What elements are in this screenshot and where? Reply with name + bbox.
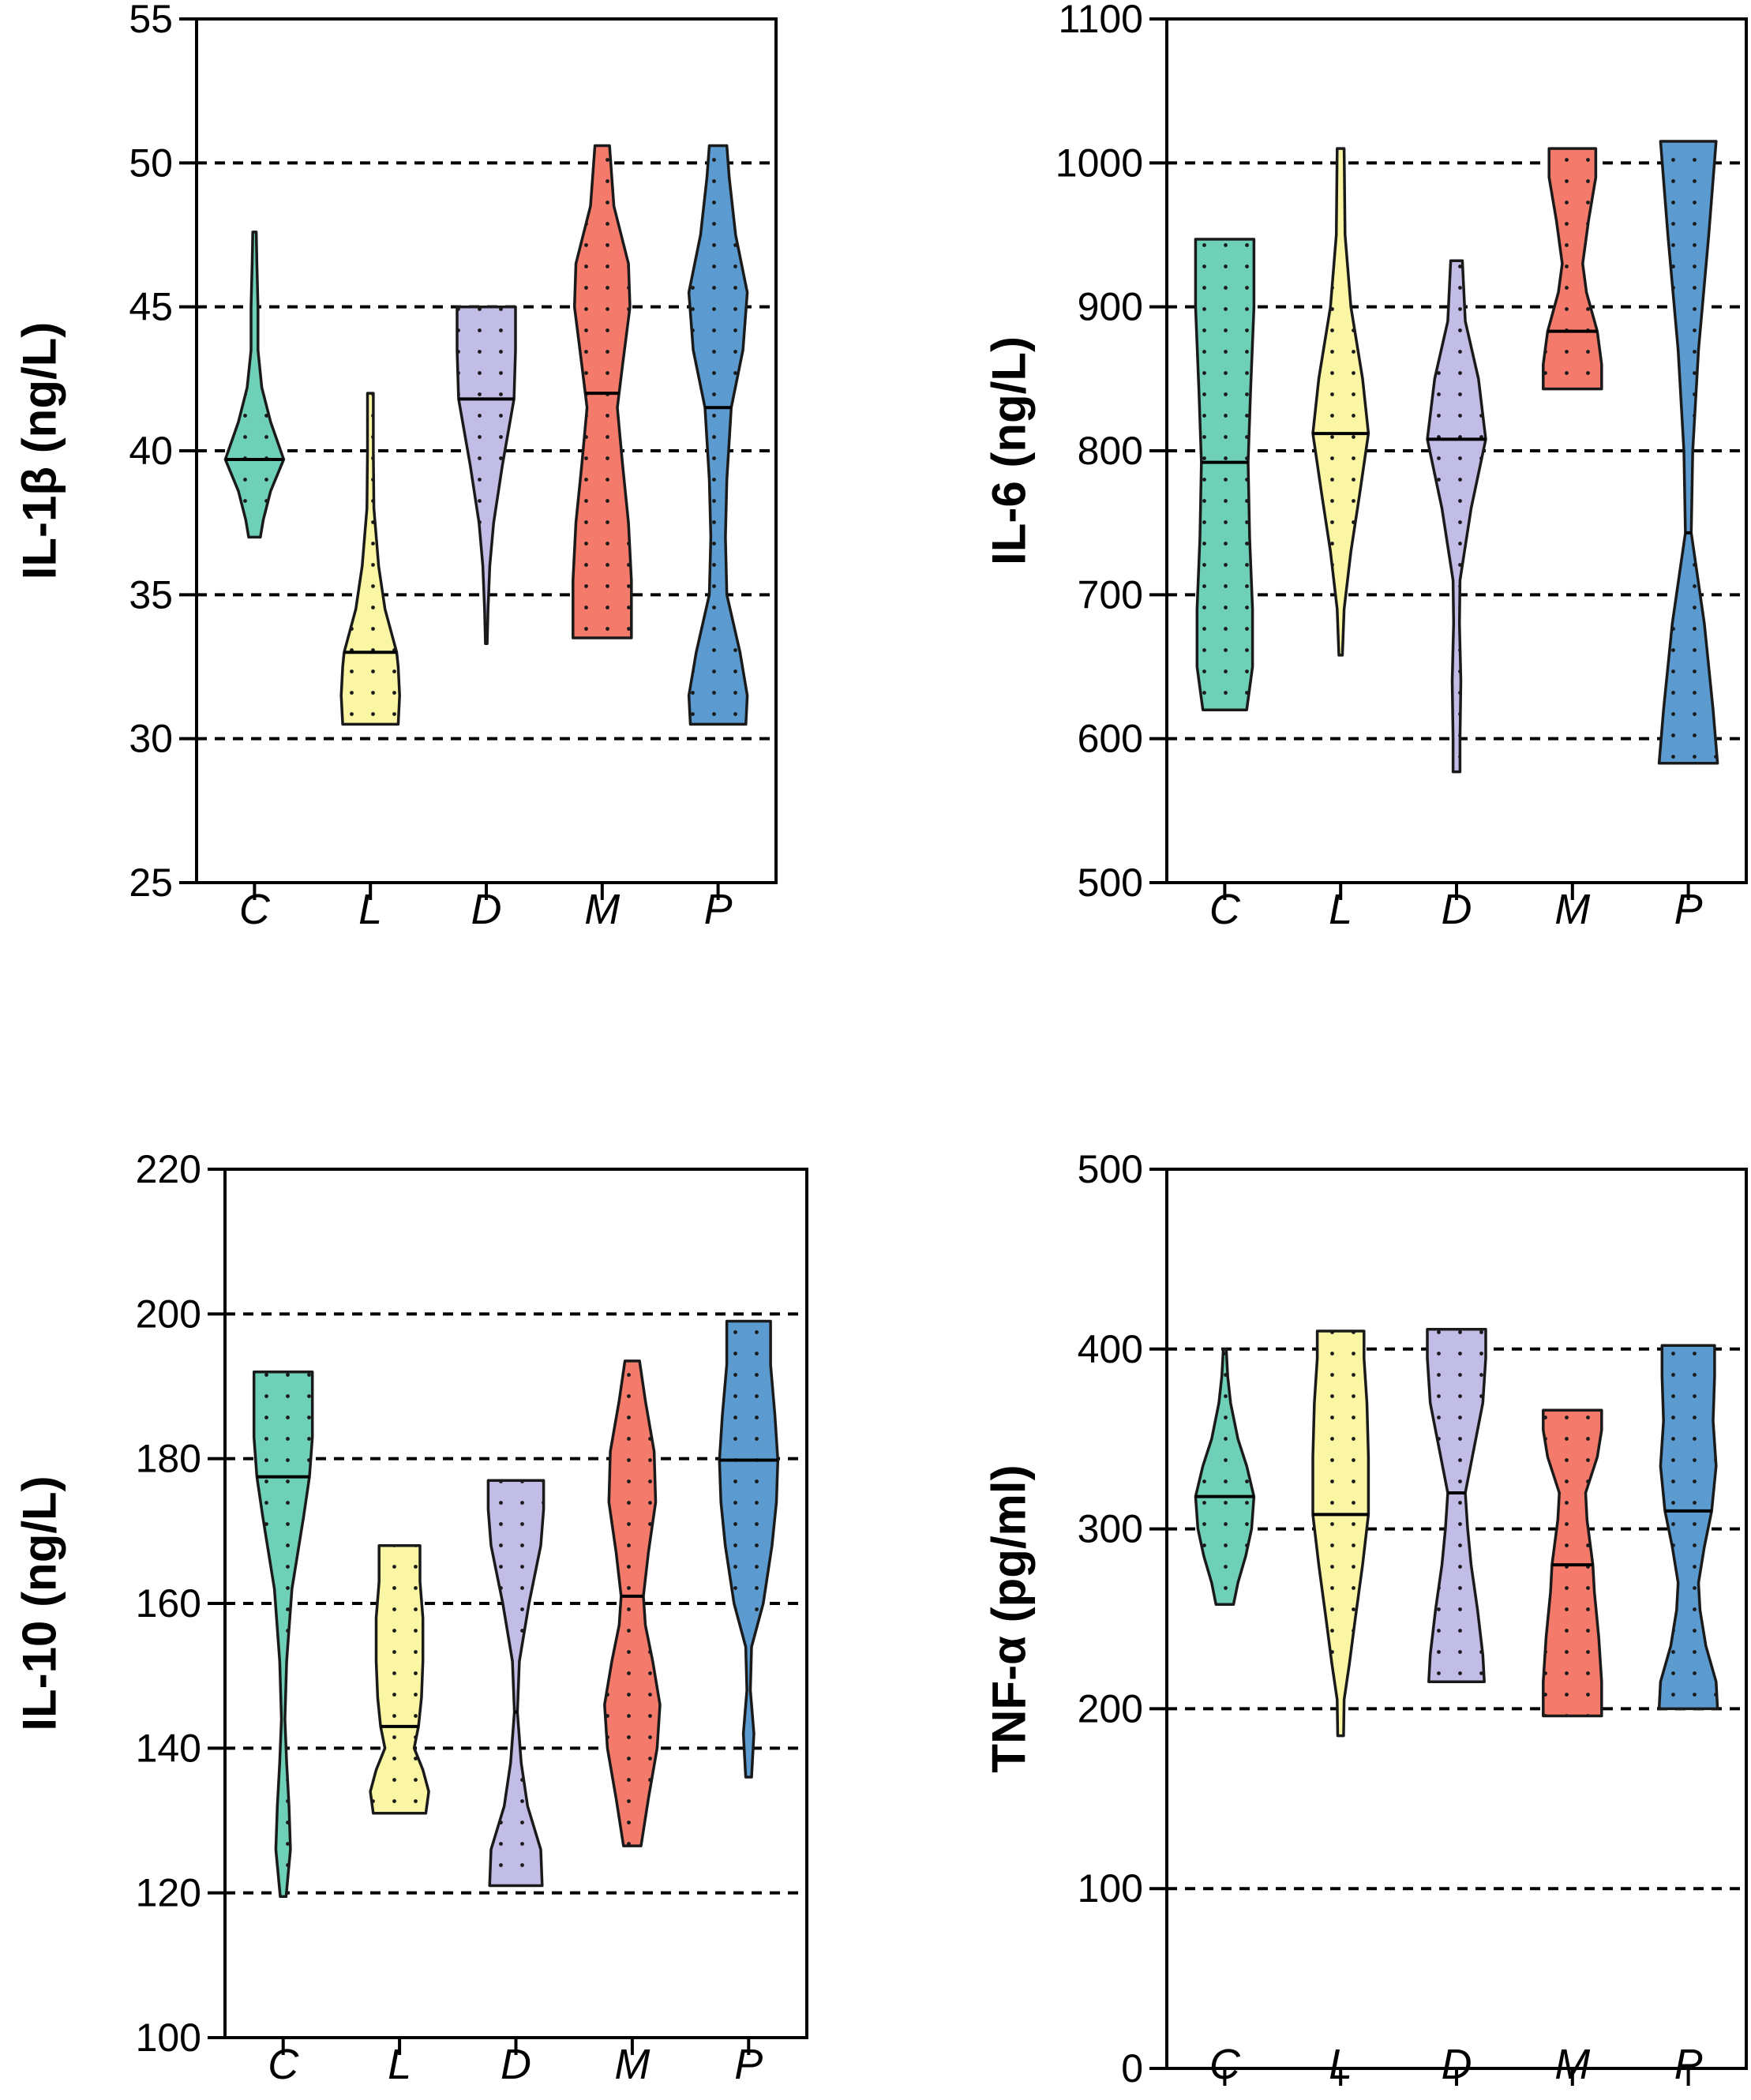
x-category-label: D [1442, 2041, 1472, 2088]
violin-outline [1657, 1344, 1719, 1711]
chart-panel-4: 0 100 200 300 400 500 C L D M P TNF-α (pg/ml) [983, 1147, 1748, 2091]
violin-D [486, 1479, 546, 1888]
x-category-label: M [614, 2041, 650, 2088]
x-category-label: L [358, 886, 382, 933]
y-tick-label: 40 [129, 429, 173, 473]
y-tick-label: 300 [1078, 1507, 1143, 1551]
violin-P [1657, 1344, 1719, 1711]
y-tick-label: 50 [129, 141, 173, 185]
y-axis-title: IL-1β (ng/L) [13, 322, 66, 580]
violin-L [1311, 1329, 1370, 1738]
y-tick-label: 120 [136, 1871, 201, 1915]
x-category-label: M [1554, 886, 1590, 933]
violin-C [252, 1370, 314, 1899]
violin-M [1542, 147, 1603, 391]
violin-outline [252, 1370, 314, 1899]
y-tick-label: 180 [136, 1437, 201, 1481]
violin-outline [603, 1359, 662, 1847]
y-tick-label: 500 [1078, 1147, 1143, 1191]
x-category-label: L [388, 2041, 411, 2088]
violin-outline [1311, 1329, 1370, 1738]
y-tick-label: 45 [129, 285, 173, 329]
x-category-label: P [734, 2041, 763, 2088]
x-category-label: C [1209, 2041, 1241, 2088]
y-tick-label: 30 [129, 717, 173, 761]
x-category-label: C [1209, 886, 1241, 933]
violin-outline [1426, 1327, 1487, 1683]
x-category-label: C [239, 886, 271, 933]
violin-D [1426, 1327, 1487, 1683]
violin-outline [1542, 147, 1603, 391]
y-tick-label: 1100 [1058, 0, 1143, 41]
y-tick-label: 400 [1078, 1327, 1143, 1371]
y-tick-label: 900 [1078, 285, 1143, 329]
violin-outline [1542, 1408, 1603, 1718]
x-category-label: M [584, 886, 620, 933]
y-tick-label: 160 [136, 1581, 201, 1626]
violin-outline [223, 231, 286, 539]
violin-M [1542, 1408, 1603, 1718]
violin-outline [369, 1543, 430, 1815]
violin-P [1657, 140, 1719, 765]
violin-outline [1426, 259, 1487, 774]
y-axis-title: IL-6 (ng/L) [983, 336, 1036, 565]
violin-outline [1194, 238, 1256, 711]
y-tick-label: 140 [136, 1726, 201, 1770]
x-category-label: P [1674, 886, 1703, 933]
violin-outline [718, 1319, 780, 1779]
y-tick-label: 800 [1078, 429, 1143, 473]
y-tick-label: 220 [136, 1147, 201, 1191]
y-tick-label: 35 [129, 572, 173, 617]
y-tick-label: 100 [136, 2016, 201, 2060]
violin-outline [687, 144, 749, 726]
y-tick-label: 0 [1121, 2046, 1143, 2091]
x-category-label: D [501, 2041, 531, 2088]
violin-L [1311, 147, 1370, 657]
x-category-label: C [268, 2041, 299, 2088]
y-tick-label: 100 [1078, 1866, 1143, 1911]
y-tick-label: 500 [1078, 861, 1143, 905]
violin-P [718, 1319, 780, 1779]
x-category-label: D [1442, 886, 1472, 933]
violin-outline [486, 1479, 546, 1888]
violin-M [603, 1359, 662, 1847]
violin-L [369, 1543, 430, 1815]
violin-C [1194, 238, 1256, 711]
y-tick-label: 200 [136, 1292, 201, 1336]
violin-M [572, 144, 633, 639]
y-tick-label: 600 [1078, 717, 1143, 761]
violin-L [339, 392, 401, 726]
violin-C [223, 231, 286, 539]
x-category-label: L [1329, 886, 1352, 933]
x-category-label: D [471, 886, 502, 933]
y-axis-title: TNF-α (pg/ml) [983, 1464, 1036, 1772]
y-tick-label: 25 [129, 861, 173, 905]
violin-P [687, 144, 749, 726]
violin-outline [456, 305, 517, 646]
violin-D [456, 305, 517, 646]
violin-C [1194, 1348, 1256, 1607]
y-tick-label: 200 [1078, 1686, 1143, 1731]
violin-outline [1194, 1348, 1256, 1607]
x-category-label: P [704, 886, 733, 933]
y-tick-label: 1000 [1055, 141, 1143, 185]
chart-panel-1: 25 30 35 40 45 50 55 C L D M P IL-1β (ng/L) [13, 0, 778, 933]
violin-outline [339, 392, 401, 726]
y-tick-label: 700 [1078, 572, 1143, 617]
x-category-label: P [1674, 2041, 1703, 2088]
chart-panel-2: 500 600 700 800 900 1000 1100 C L D M P IL-6 (ng/L) [983, 0, 1748, 933]
y-tick-label: 55 [129, 0, 173, 41]
y-axis-title: IL-10 (ng/L) [13, 1476, 66, 1731]
violin-D [1426, 259, 1487, 774]
chart-panel-3: 100 120 140 160 180 200 220 C L D M P IL-10 (ng/L) [13, 1147, 808, 2088]
x-category-label: L [1329, 2041, 1352, 2088]
x-category-label: M [1554, 2041, 1590, 2088]
violin-outline [1311, 147, 1370, 657]
violin-outline [1657, 140, 1719, 765]
